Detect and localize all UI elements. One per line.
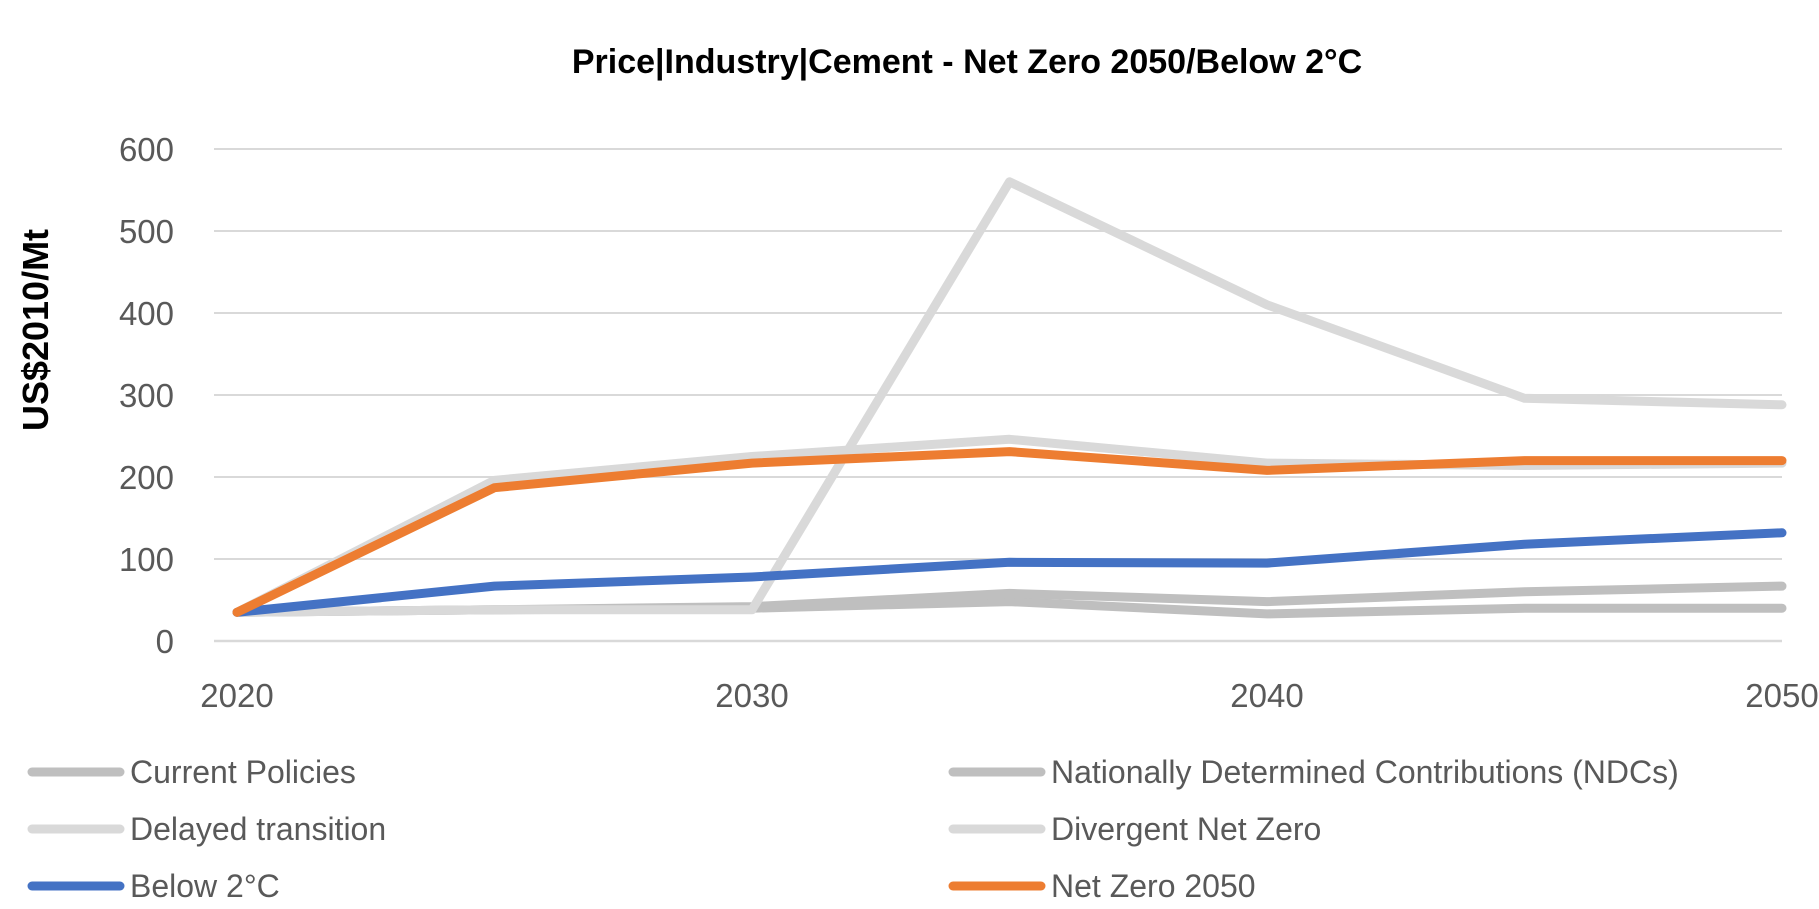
y-tick-label: 0 [156, 623, 174, 660]
gridlines [214, 148, 1782, 643]
y-tick-label: 300 [119, 377, 174, 414]
series-line-2 [232, 177, 1787, 617]
legend: Current Policies Nationally Determined Co… [27, 754, 1679, 904]
legend-label: Divergent Net Zero [1051, 811, 1321, 847]
legend-label: Nationally Determined Contributions (NDC… [1051, 754, 1679, 790]
y-tick-label: 200 [119, 459, 174, 496]
legend-label: Delayed transition [130, 811, 386, 847]
legend-label: Net Zero 2050 [1051, 868, 1256, 904]
series-lines [232, 177, 1787, 619]
y-tick-label: 500 [119, 213, 174, 250]
y-tick-label: 100 [119, 541, 174, 578]
y-axis-label: US$2010/Mt [15, 229, 56, 431]
series-line-3 [232, 434, 1787, 617]
y-tick-label: 600 [119, 131, 174, 168]
legend-label: Below 2°C [130, 868, 280, 904]
series-line-4 [232, 528, 1787, 617]
y-tick-label: 400 [119, 295, 174, 332]
x-tick-label: 2040 [1230, 677, 1303, 714]
x-tick-label: 2050 [1745, 677, 1818, 714]
y-tick-labels: 0 100 200 300 400 500 600 [119, 131, 174, 660]
series-line-5 [232, 447, 1787, 617]
x-tick-labels: 2020 2030 2040 2050 [200, 677, 1818, 714]
chart-title: Price|Industry|Cement - Net Zero 2050/Be… [572, 43, 1362, 81]
x-tick-label: 2030 [715, 677, 788, 714]
legend-label: Current Policies [130, 754, 356, 790]
x-tick-label: 2020 [200, 677, 273, 714]
